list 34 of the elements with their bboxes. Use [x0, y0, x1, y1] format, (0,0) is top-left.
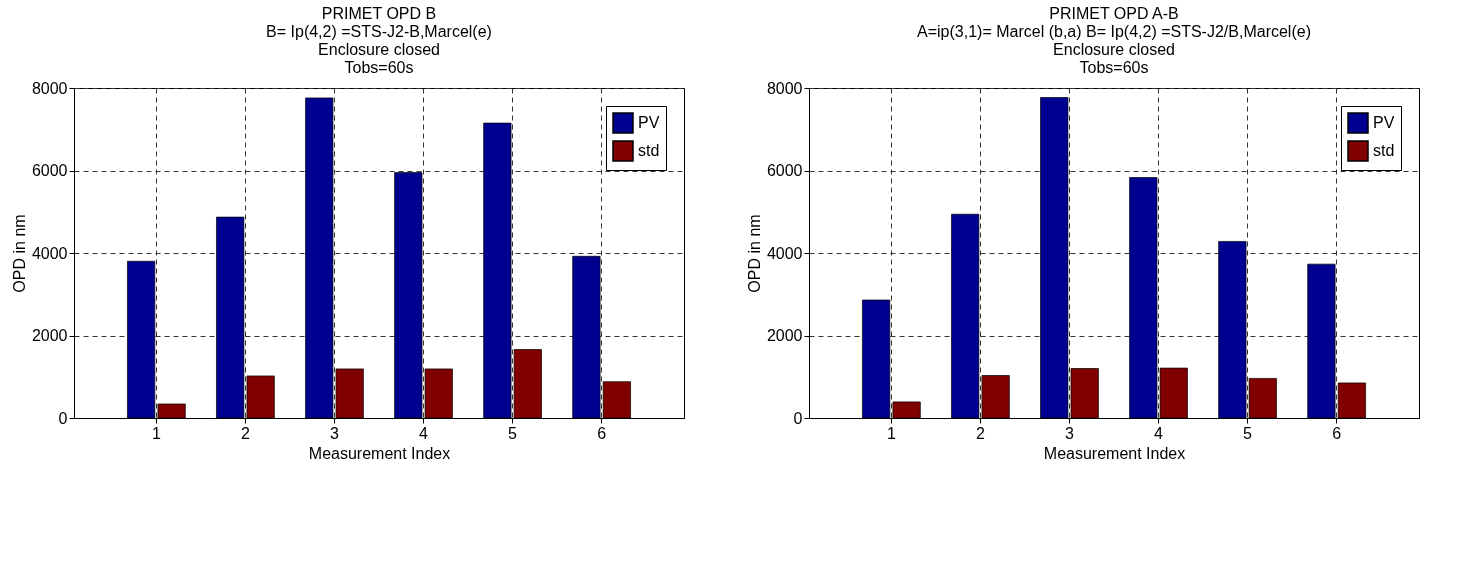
y-tick-label: 8000	[766, 79, 803, 97]
y-tick-label: 0	[58, 409, 68, 427]
x-tick-label: 3	[330, 424, 340, 442]
chart-title: PRIMET OPD A-B	[1049, 5, 1179, 22]
x-tick-label: 2	[240, 424, 250, 442]
x-tick-label: 1	[886, 424, 896, 442]
x-tick-label: 5	[508, 424, 518, 442]
x-axis-title: Measurement Index	[1043, 444, 1186, 462]
x-tick-label: 4	[1154, 424, 1164, 442]
y-tick-label: 2000	[31, 327, 68, 344]
y-axis-title: OPD in nm	[745, 214, 763, 293]
x-tick-label: 5	[1243, 424, 1253, 442]
y-tick-label: 2000	[766, 327, 803, 344]
x-tick-label: 1	[151, 424, 161, 442]
x-axis-title: Measurement Index	[308, 444, 451, 462]
chart-subtitle: A=ip(3,1)= Marcel (b,a) B= Ip(4,2) =STS-J2/B,Marcel(e) Enclosure closed Tobs=60s	[917, 23, 1311, 76]
x-tick-label: 4	[419, 424, 429, 442]
legend-label: std	[638, 142, 660, 159]
legend-label: PV	[1373, 114, 1395, 131]
y-tick-label: 6000	[766, 162, 803, 179]
chart-title: PRIMET OPD B	[321, 5, 437, 22]
legend-label: PV	[638, 114, 660, 131]
chart-subtitle: B= Ip(4,2) =STS-J2-B,Marcel(e) Enclosure closed Tobs=60s	[266, 23, 492, 76]
y-tick-label: 8000	[31, 79, 68, 97]
y-axis-title: OPD in nm	[10, 214, 28, 293]
x-tick-label: 6	[597, 424, 607, 442]
x-tick-label: 2	[975, 424, 985, 442]
y-tick-label: 0	[793, 409, 803, 427]
legend-label: std	[1373, 142, 1395, 159]
x-tick-label: 6	[1332, 424, 1342, 442]
y-tick-label: 4000	[31, 244, 68, 262]
y-tick-label: 6000	[31, 162, 68, 179]
y-tick-label: 4000	[766, 244, 803, 262]
x-tick-label: 3	[1065, 424, 1075, 442]
